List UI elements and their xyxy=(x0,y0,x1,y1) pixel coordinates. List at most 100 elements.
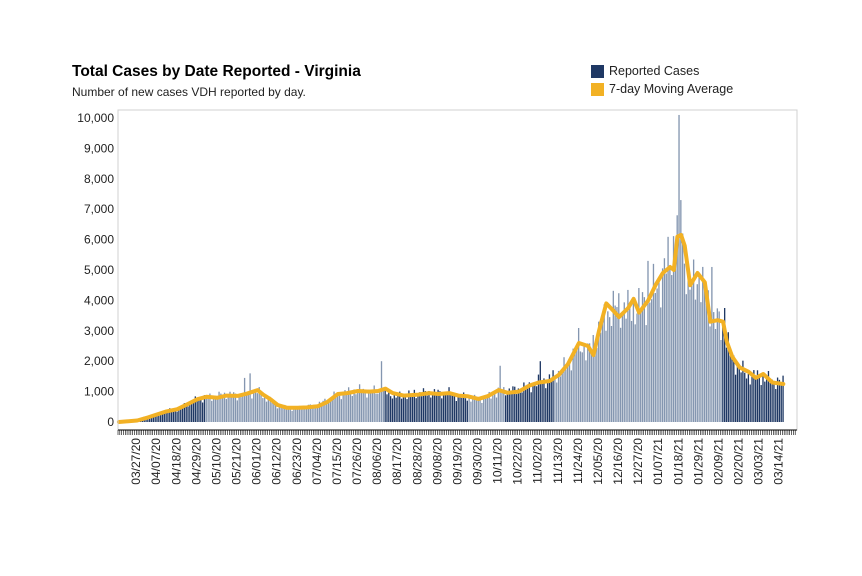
x-tick-label: 01/07/21 xyxy=(651,438,665,485)
bar-reported-cases xyxy=(667,236,669,422)
bar-reported-cases xyxy=(196,401,198,422)
bar-reported-cases xyxy=(284,404,286,422)
bar-reported-cases xyxy=(201,402,204,422)
bar-reported-cases xyxy=(749,384,751,422)
bar-reported-cases xyxy=(269,396,271,422)
bar-reported-cases xyxy=(214,396,217,422)
bar-reported-cases xyxy=(430,397,432,422)
bar-reported-cases xyxy=(340,399,343,422)
bar-reported-cases xyxy=(413,389,416,422)
bar-reported-cases xyxy=(158,413,160,422)
bar-reported-cases xyxy=(468,396,470,422)
bar-reported-cases xyxy=(373,385,375,422)
bar-reported-cases xyxy=(227,397,229,422)
y-tick-label: 0 xyxy=(107,415,114,429)
bar-reported-cases xyxy=(420,396,423,422)
bar-reported-cases xyxy=(696,284,698,422)
bar-reported-cases xyxy=(273,400,275,422)
bar-reported-cases xyxy=(238,394,240,422)
x-tick-label: 08/06/20 xyxy=(370,438,384,485)
legend-item-reported-cases: Reported Cases xyxy=(591,62,733,80)
bar-reported-cases xyxy=(486,396,489,422)
bar-reported-cases xyxy=(709,326,711,422)
bar-reported-cases xyxy=(526,384,529,422)
y-tick-label: 5,000 xyxy=(84,263,114,277)
bar-reported-cases xyxy=(630,320,633,422)
bar-reported-cases xyxy=(778,379,781,422)
bar-reported-cases xyxy=(481,402,483,422)
bar-reported-cases xyxy=(473,394,476,422)
x-tick-label: 09/30/20 xyxy=(471,438,485,485)
bar-reported-cases xyxy=(530,392,532,422)
bar-reported-cases xyxy=(174,409,176,422)
bar-reported-cases xyxy=(548,374,551,422)
bar-reported-cases xyxy=(388,389,390,422)
bar-reported-cases xyxy=(647,260,649,422)
bar-reported-cases xyxy=(495,397,498,422)
bar-reported-cases xyxy=(625,318,627,422)
bar-reported-cases xyxy=(355,394,357,422)
bar-reported-cases xyxy=(629,302,631,422)
bar-reported-cases xyxy=(280,407,282,422)
bar-reported-cases xyxy=(605,330,607,422)
bar-reported-cases xyxy=(682,233,684,422)
bar-reported-cases xyxy=(523,382,525,422)
bar-reported-cases xyxy=(322,400,324,422)
bar-reported-cases xyxy=(318,401,321,422)
bar-reported-cases xyxy=(546,380,549,422)
bar-reported-cases xyxy=(298,405,301,422)
bar-reported-cases xyxy=(183,403,186,422)
x-tick-label: 11/24/20 xyxy=(571,438,585,484)
bar-reported-cases xyxy=(448,387,450,422)
bar-reported-cases xyxy=(557,370,560,422)
bar-reported-cases xyxy=(309,404,311,422)
bar-reported-cases xyxy=(366,397,368,422)
bar-reported-cases xyxy=(459,394,461,422)
bar-reported-cases xyxy=(525,387,527,422)
y-tick-label: 10,000 xyxy=(77,111,114,125)
bar-reported-cases xyxy=(428,390,430,422)
x-tick-label: 01/29/21 xyxy=(691,438,705,485)
x-tick-label: 10/11/20 xyxy=(491,438,505,484)
bar-reported-cases xyxy=(349,390,352,422)
bar-reported-cases xyxy=(176,411,178,422)
bar-reported-cases xyxy=(220,393,222,422)
bar-reported-cases xyxy=(685,294,687,422)
bar-reported-cases xyxy=(680,200,682,422)
x-tick-label: 12/16/20 xyxy=(611,438,625,485)
bar-reported-cases xyxy=(461,397,463,422)
y-tick-label: 6,000 xyxy=(84,233,114,247)
bar-reported-cases xyxy=(672,236,675,422)
bar-reported-cases xyxy=(521,392,523,422)
bar-reported-cases xyxy=(687,261,689,422)
bar-reported-cases xyxy=(698,276,700,422)
bar-reported-cases xyxy=(567,362,569,422)
bar-reported-cases xyxy=(556,382,558,422)
bar-reported-cases xyxy=(541,383,543,422)
bar-reported-cases xyxy=(455,401,457,422)
bar-reported-cases xyxy=(760,385,762,422)
bar-reported-cases xyxy=(650,299,653,422)
bar-reported-cases xyxy=(477,397,479,422)
bar-reported-cases xyxy=(720,340,722,422)
x-tick-label: 05/10/20 xyxy=(210,438,224,485)
bars-group xyxy=(118,114,784,423)
x-tick-label: 03/14/21 xyxy=(772,438,786,485)
bar-reported-cases xyxy=(678,114,680,423)
bar-reported-cases xyxy=(267,398,269,422)
bar-reported-cases xyxy=(169,408,171,422)
x-tick-label: 07/04/20 xyxy=(310,438,324,485)
bar-reported-cases xyxy=(641,292,644,422)
bar-reported-cases xyxy=(147,417,149,422)
moving-average-line xyxy=(116,233,786,424)
x-tick-label: 06/12/20 xyxy=(270,438,284,485)
bar-reported-cases xyxy=(517,388,520,422)
bar-reported-cases xyxy=(466,400,468,422)
chart-subtitle: Number of new cases VDH reported by day. xyxy=(72,85,306,99)
bar-reported-cases xyxy=(313,404,315,422)
bar-reported-cases xyxy=(408,390,410,422)
bar-reported-cases xyxy=(170,410,173,422)
bar-reported-cases xyxy=(718,311,720,422)
bar-reported-cases xyxy=(444,394,447,422)
bar-reported-cases xyxy=(209,393,211,422)
